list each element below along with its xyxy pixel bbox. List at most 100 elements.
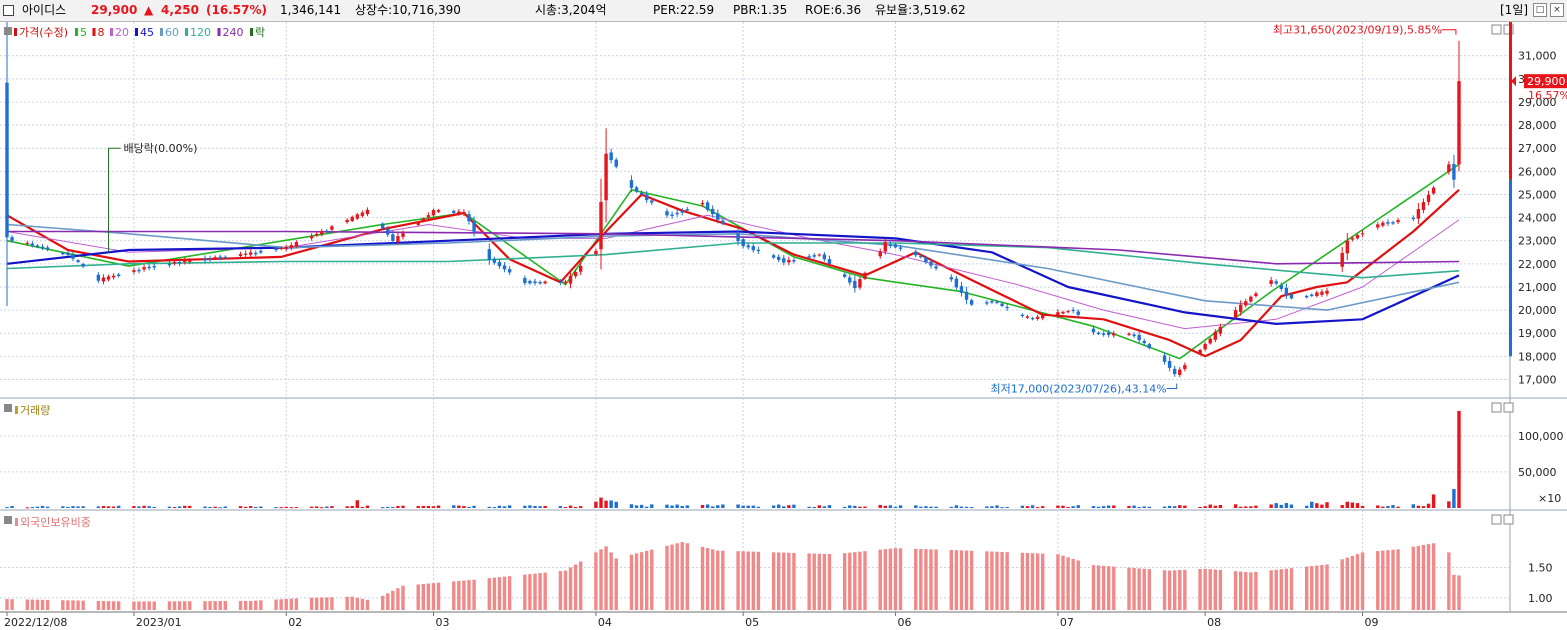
candle-body: [1127, 333, 1131, 335]
candle-body: [782, 258, 786, 263]
candle-body: [401, 233, 405, 237]
volume-bar: [330, 506, 334, 508]
volume-bar: [1127, 505, 1131, 508]
ownership-bar: [218, 601, 222, 610]
stock-chart[interactable]: 17,000 18,000 19,000 20,000 21,000 22,000 23,0…: [0, 22, 1567, 630]
candle-body: [538, 282, 542, 284]
ownership-bar: [203, 601, 207, 610]
ownership-bar: [40, 599, 45, 610]
volume-bar: [644, 506, 649, 508]
low-annotation: 최저17,000(2023/07/26),43.14%: [991, 382, 1167, 395]
legend-label: 8: [98, 26, 105, 39]
candle-body: [1030, 318, 1035, 320]
volume-bar: [533, 505, 537, 508]
candle-body: [1340, 252, 1344, 267]
candle-body: [848, 277, 852, 283]
ownership-bar: [1132, 568, 1136, 610]
volume-bar: [1005, 507, 1009, 509]
x-tick-label: 2022/12/08: [4, 616, 67, 629]
candle-body: [858, 279, 862, 288]
volume-bar: [1244, 506, 1248, 508]
ownership-bar: [1345, 557, 1350, 610]
candle-body: [45, 247, 50, 250]
ownership-bar: [35, 599, 40, 610]
candle-body: [929, 261, 933, 266]
candle-body: [1325, 290, 1329, 294]
ownership-bar: [558, 571, 563, 610]
ownership-bar: [599, 549, 603, 610]
candle-body: [710, 208, 715, 215]
volume-bar: [959, 506, 964, 508]
candle-body: [330, 226, 334, 230]
volume-bar: [177, 506, 182, 508]
ownership-bar: [1040, 553, 1045, 610]
volume-bar: [858, 506, 862, 508]
roe-value: ROE:6.36: [805, 3, 862, 17]
price-tick-label: 20,000: [1518, 304, 1557, 317]
candle-body: [863, 272, 867, 279]
ownership-bar: [396, 588, 400, 610]
candle-body: [452, 210, 456, 213]
ownership-bar: [1172, 570, 1177, 610]
ownership-bar: [309, 597, 314, 610]
ownership-bar: [314, 597, 319, 610]
maximize-icon[interactable]: □: [1533, 3, 1547, 17]
ownership-bar: [76, 600, 80, 610]
candle-body: [81, 264, 85, 267]
volume-bar: [1421, 506, 1426, 508]
volume-bar: [822, 506, 827, 508]
candle-body: [365, 209, 370, 215]
candle-body: [954, 278, 959, 288]
candle-body: [1178, 369, 1182, 375]
ownership-bar: [61, 600, 65, 610]
volume-bar: [629, 504, 634, 508]
ownership-bar: [457, 580, 461, 610]
ownership-bar: [680, 542, 684, 610]
ownership-bar: [888, 548, 893, 610]
legend-swatch: [135, 28, 138, 36]
candle-body: [898, 247, 903, 249]
volume-bar: [1142, 506, 1146, 508]
volume-bar: [665, 504, 669, 508]
volume-bar: [1426, 503, 1431, 508]
volume-tick-label: 50,000: [1518, 466, 1557, 479]
volume-bar: [573, 506, 578, 508]
volume-bar: [30, 507, 35, 509]
candle-body: [842, 274, 847, 277]
volume-bar: [147, 506, 151, 508]
candle-body: [1167, 360, 1172, 368]
volume-bar: [1320, 504, 1324, 508]
candle-body: [279, 247, 283, 250]
close-icon[interactable]: ×: [1550, 3, 1564, 17]
ownership-bar: [10, 599, 14, 610]
volume-bar: [345, 506, 349, 508]
volume-bar: [705, 504, 710, 508]
period-button[interactable]: [1일]: [1500, 3, 1529, 17]
ownership-bar: [223, 601, 228, 610]
select-checkbox[interactable]: [3, 5, 14, 16]
candle-body: [568, 275, 573, 284]
ownership-bar: [995, 551, 999, 610]
candle-body: [380, 223, 385, 228]
volume-bar: [360, 507, 365, 509]
candle-body: [492, 258, 497, 263]
volume-bar: [710, 506, 715, 508]
ownership-tick-label: 1.00: [1528, 592, 1553, 605]
ownership-bar: [1325, 564, 1329, 610]
candle-body: [1452, 164, 1456, 180]
volume-bar: [1447, 501, 1451, 508]
volume-bar: [914, 505, 918, 508]
candle-body: [1096, 332, 1101, 334]
candle-body: [1396, 220, 1400, 223]
panel-close-icon: [1503, 514, 1514, 525]
ownership-bar: [289, 598, 294, 610]
grid-lines: [0, 22, 1510, 616]
candle-body: [462, 212, 466, 214]
y-axis-labels: 17,000 18,000 19,000 20,000 21,000 22,000 23,0…: [1518, 50, 1564, 605]
price-tick-label: 23,000: [1518, 235, 1557, 248]
volume-bar: [320, 507, 324, 509]
price-tick-label: 24,000: [1518, 212, 1557, 225]
volume-bar: [1254, 505, 1258, 508]
volume-bar: [1457, 410, 1461, 508]
volume-bar: [848, 505, 852, 508]
